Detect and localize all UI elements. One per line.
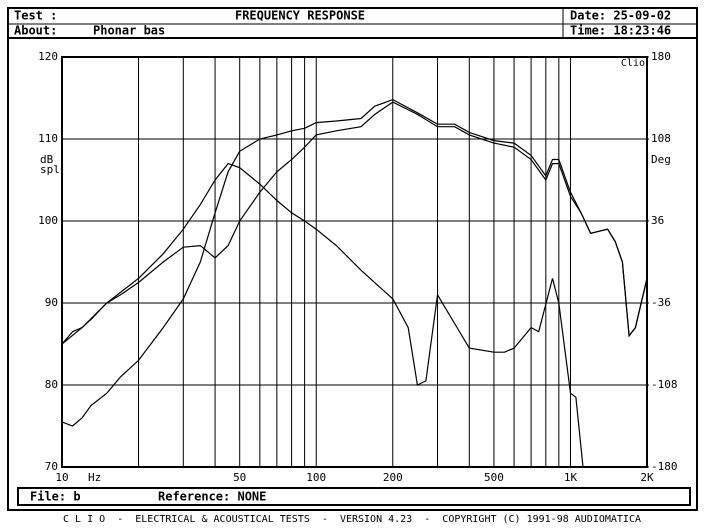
y-axis-label: dB spl [40, 153, 60, 176]
about: Phonar bas [93, 24, 165, 38]
x-axis-label: Hz [88, 471, 101, 484]
x-tick-label: 200 [383, 471, 403, 484]
y2-tick-label: 36 [651, 214, 664, 227]
x-tick-label: 50 [233, 471, 246, 484]
y-tick-label: 120 [38, 50, 58, 63]
frame [7, 7, 698, 511]
y2-axis-label: Deg [651, 153, 671, 166]
file: File: b [30, 490, 81, 504]
x-tick-label: 10 [55, 471, 68, 484]
footer: C L I O - ELECTRICAL & ACOUSTICAL TESTS … [63, 514, 641, 525]
y-tick-label: 70 [45, 460, 58, 473]
x-tick-label: 1K [564, 471, 578, 484]
y2-tick-label: 180 [651, 50, 671, 63]
y-tick-label: 110 [38, 132, 58, 145]
curve [62, 98, 647, 427]
y2-tick-label: -36 [651, 296, 671, 309]
curve [62, 162, 584, 467]
y2-tick-label: -180 [651, 460, 678, 473]
y2-tick-label: -108 [651, 378, 678, 391]
x-tick-label: 2K [640, 471, 654, 484]
time: Time: 18:23:46 [570, 24, 671, 38]
x-tick-label: 500 [484, 471, 504, 484]
y2-tick-label: 108 [651, 132, 671, 145]
info-box [17, 487, 691, 506]
brand: Clio [621, 58, 645, 69]
y-tick-label: 80 [45, 378, 58, 391]
reference: Reference: NONE [158, 490, 266, 504]
title: FREQUENCY RESPONSE [235, 9, 365, 23]
y-tick-label: 100 [38, 214, 58, 227]
test-label: Test : [14, 9, 57, 23]
date: Date: 25-09-02 [570, 9, 671, 23]
x-tick-label: 100 [306, 471, 326, 484]
y-tick-label: 90 [45, 296, 58, 309]
plot: 70 80 90 100 110 120 -180 -108 -36 36 108 180 10 50 10… [38, 50, 677, 484]
about-label: About: [14, 24, 57, 38]
